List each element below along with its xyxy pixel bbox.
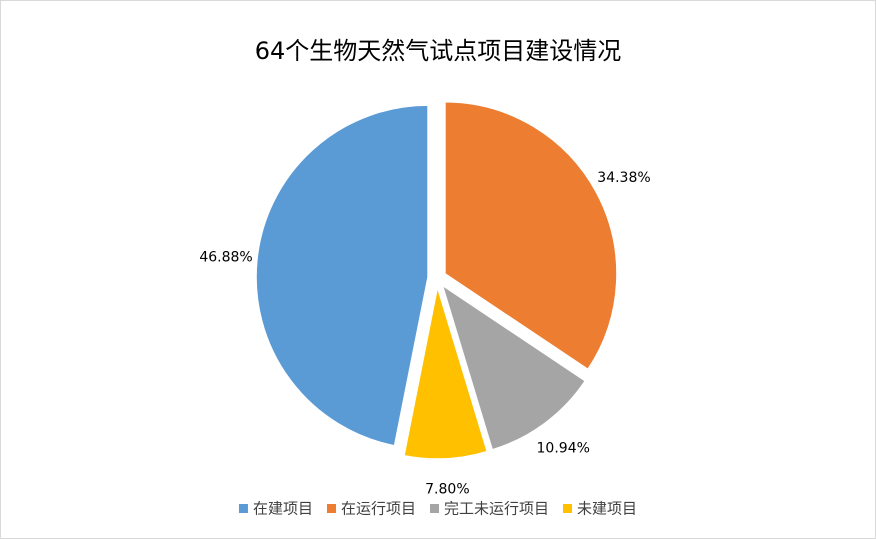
pie-slice (403, 286, 489, 460)
data-label: 7.80% (425, 482, 469, 498)
pie-slice (444, 101, 618, 371)
data-label: 46.88% (199, 249, 252, 265)
pie-slice (441, 283, 587, 451)
pie-slice (255, 104, 429, 447)
legend-label: 在建项目 (253, 500, 313, 518)
chart-title: 64个生物天然气试点项目建设情况 (255, 37, 622, 65)
legend-swatch (430, 504, 439, 513)
legend-swatch (238, 504, 248, 513)
legend-swatch (563, 504, 573, 513)
data-label: 10.94% (537, 440, 590, 456)
legend-label: 未建项目 (577, 500, 637, 518)
legend-label: 在运行项目 (341, 500, 416, 518)
legend-label: 完工未运行项目 (444, 500, 549, 518)
data-label: 34.38% (597, 170, 650, 186)
legend-swatch (326, 504, 336, 513)
